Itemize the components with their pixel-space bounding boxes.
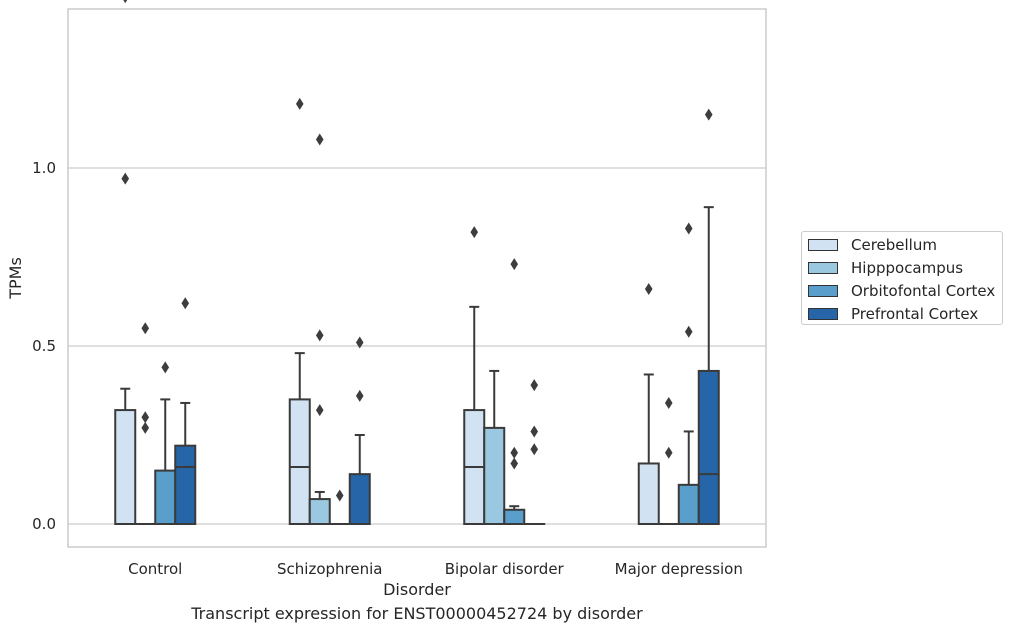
box-cerebellum: [637, 283, 660, 526]
box-hipppocampus: [134, 322, 157, 526]
outlier-point: [123, 0, 128, 4]
box-hipppocampus: [657, 396, 680, 526]
box-hipppocampus: [308, 133, 331, 525]
box-iqr: [308, 498, 331, 525]
outlier-point: [470, 226, 479, 239]
legend: Cerebellum Hipppocampus Orbitofontal Corte…: [801, 231, 1003, 325]
box-orbitofontal-cortex: [328, 489, 351, 526]
legend-item: Hipppocampus: [808, 257, 963, 279]
legend-swatch: [808, 262, 838, 274]
outlier-point: [141, 322, 150, 335]
outlier-point: [315, 133, 324, 146]
outlier-point: [664, 446, 673, 459]
legend-label: Cerebellum: [851, 236, 937, 254]
outlier-point: [141, 411, 150, 424]
legend-item: Prefrontal Cortex: [808, 303, 978, 325]
outlier-point: [335, 489, 344, 502]
box-cerebellum: [463, 226, 486, 525]
outlier-point: [530, 425, 539, 438]
x-tick-label: Control: [128, 560, 182, 578]
box-iqr: [288, 398, 311, 525]
box-prefrontal-cortex: [523, 379, 546, 526]
legend-swatch: [808, 308, 838, 320]
box-orbitofontal-cortex: [677, 222, 700, 525]
outlier-point: [510, 258, 519, 271]
box-cerebellum: [288, 97, 311, 525]
outlier-point: [704, 108, 713, 121]
legend-label: Prefrontal Cortex: [851, 305, 979, 323]
chart-caption: Transcript expression for ENST0000045272…: [191, 604, 643, 623]
legend-swatch: [808, 239, 838, 251]
outlier-point: [355, 389, 364, 402]
box-prefrontal-cortex: [697, 108, 720, 526]
y-axis-ticks: 0.00.51.01.52.02.5: [32, 159, 56, 533]
plot-frame: [67, 8, 767, 548]
box-iqr: [348, 473, 371, 526]
y-tick-label: 0.0: [32, 515, 56, 533]
box-iqr: [483, 426, 506, 526]
outlier-point: [315, 329, 324, 342]
y-tick-label: 1.0: [32, 159, 56, 177]
outlier-point: [181, 297, 190, 310]
outlier-point: [121, 172, 130, 185]
outlier-point: [644, 283, 653, 296]
legend-swatch: [808, 285, 838, 297]
outlier-point: [315, 404, 324, 417]
x-tick-label: Bipolar disorder: [445, 560, 565, 578]
box-cerebellum: [114, 0, 137, 525]
y-tick-label: 0.5: [32, 337, 56, 355]
box-iqr: [697, 369, 720, 526]
box-iqr: [174, 444, 197, 525]
outlier-point: [684, 222, 693, 235]
outlier-point: [355, 336, 364, 349]
box-orbitofontal-cortex: [503, 258, 526, 526]
legend-item: Orbitofontal Cortex: [808, 280, 995, 302]
legend-label: Hipppocampus: [851, 259, 964, 277]
box-orbitofontal-cortex: [154, 361, 177, 526]
legend-item: Cerebellum: [808, 234, 937, 256]
outlier-point: [510, 457, 519, 470]
box-iqr: [677, 483, 700, 525]
box-iqr: [637, 462, 660, 526]
legend-label: Orbitofontal Cortex: [851, 282, 996, 300]
outlier-point: [530, 379, 539, 392]
boxes: [114, 0, 720, 526]
outlier-point: [141, 421, 150, 434]
box-prefrontal-cortex: [348, 336, 371, 526]
box-iqr: [154, 469, 177, 526]
outlier-point: [295, 97, 304, 110]
plot-area: [67, 8, 767, 548]
x-axis-label: Disorder: [383, 580, 451, 599]
box-iqr: [503, 508, 526, 526]
box-prefrontal-cortex: [174, 297, 197, 525]
outlier-point: [161, 361, 170, 374]
x-tick-label: Schizophrenia: [277, 560, 382, 578]
outlier-point: [684, 325, 693, 338]
box-iqr: [114, 409, 137, 525]
x-axis-ticks: Control Schizophrenia Bipolar disorder Majo…: [128, 560, 743, 578]
outlier-point: [510, 446, 519, 459]
y-axis-label: TPMs: [6, 257, 25, 300]
gridlines: [68, 167, 766, 525]
x-tick-label: Major depression: [615, 560, 743, 578]
outlier-point: [664, 396, 673, 409]
box-hipppocampus: [483, 369, 506, 526]
outlier-point: [530, 443, 539, 456]
